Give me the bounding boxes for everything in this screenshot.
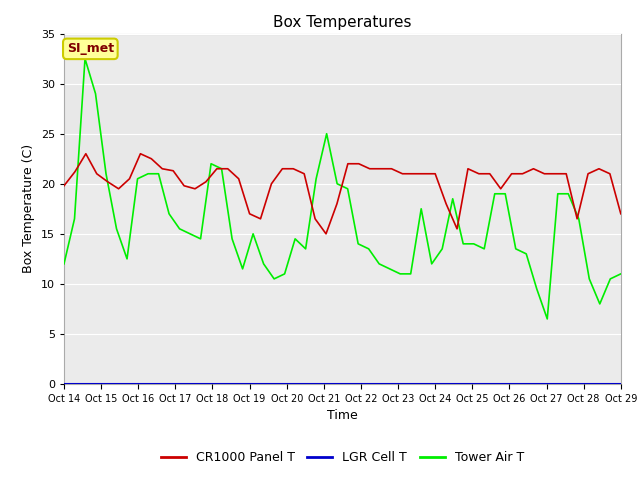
- Title: Box Temperatures: Box Temperatures: [273, 15, 412, 30]
- Legend: CR1000 Panel T, LGR Cell T, Tower Air T: CR1000 Panel T, LGR Cell T, Tower Air T: [156, 446, 529, 469]
- Y-axis label: Box Temperature (C): Box Temperature (C): [22, 144, 35, 274]
- Text: SI_met: SI_met: [67, 42, 114, 55]
- X-axis label: Time: Time: [327, 409, 358, 422]
- Bar: [64, 84, 621, 184]
